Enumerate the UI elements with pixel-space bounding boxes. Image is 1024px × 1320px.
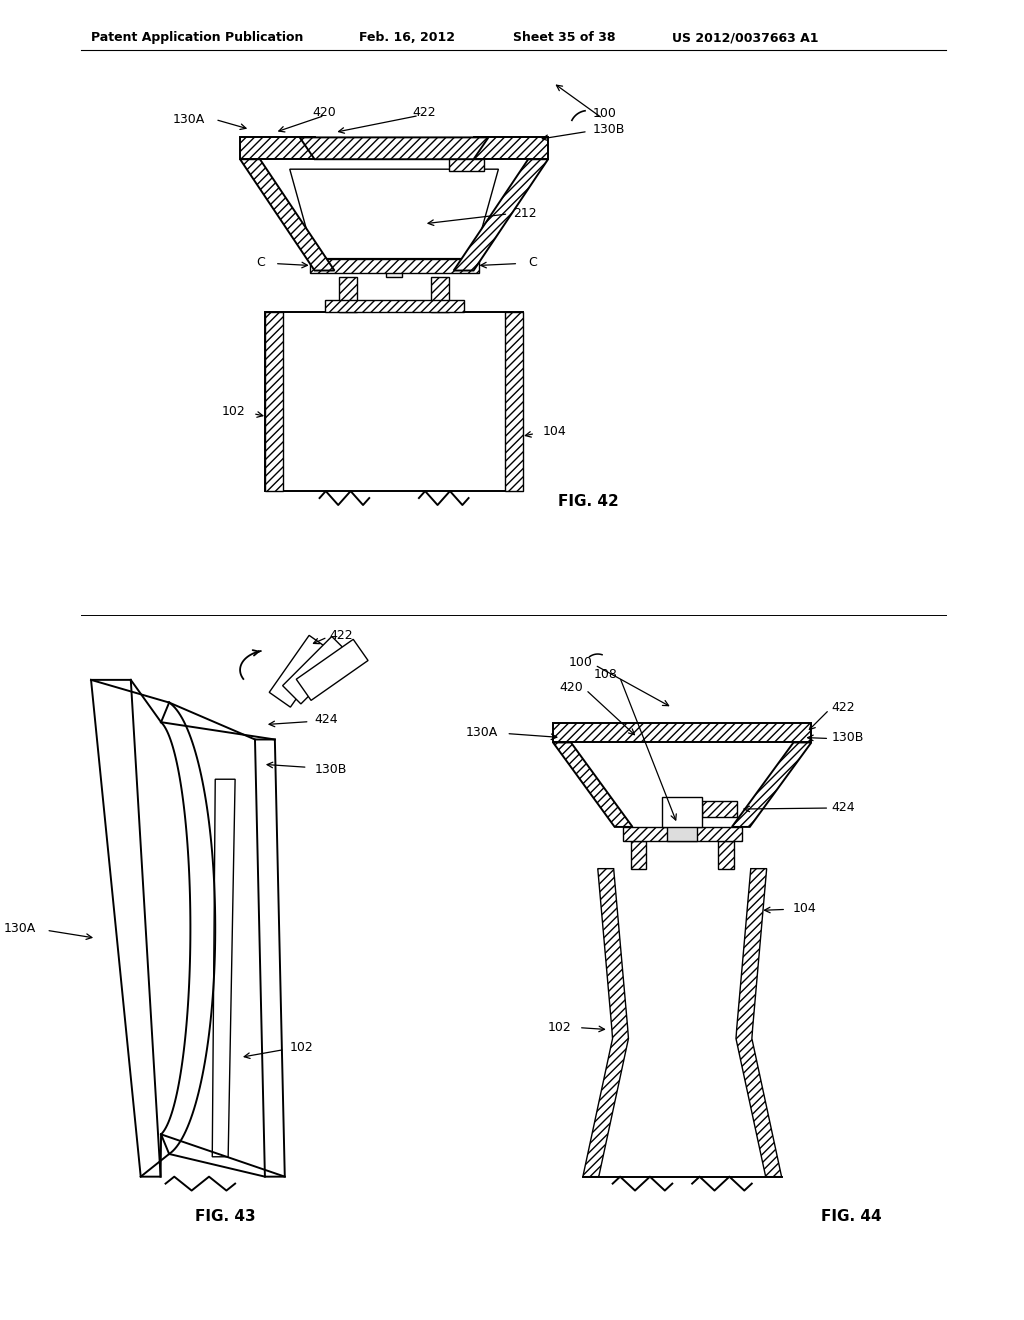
Text: US 2012/0037663 A1: US 2012/0037663 A1 bbox=[673, 32, 819, 44]
Polygon shape bbox=[382, 248, 406, 256]
Text: 130B: 130B bbox=[593, 123, 626, 136]
Polygon shape bbox=[91, 680, 161, 1176]
Polygon shape bbox=[431, 277, 449, 313]
Text: Feb. 16, 2012: Feb. 16, 2012 bbox=[359, 32, 456, 44]
Polygon shape bbox=[290, 169, 499, 259]
Text: Patent Application Publication: Patent Application Publication bbox=[91, 32, 303, 44]
Text: 100: 100 bbox=[593, 107, 616, 120]
Polygon shape bbox=[583, 869, 629, 1176]
Text: 420: 420 bbox=[559, 681, 583, 694]
Polygon shape bbox=[473, 137, 548, 160]
Polygon shape bbox=[212, 779, 236, 1156]
Polygon shape bbox=[449, 160, 483, 172]
Text: 422: 422 bbox=[831, 701, 855, 714]
Polygon shape bbox=[309, 259, 478, 272]
Polygon shape bbox=[240, 137, 314, 160]
Text: 102: 102 bbox=[221, 405, 245, 418]
Polygon shape bbox=[668, 822, 697, 841]
Polygon shape bbox=[283, 636, 350, 704]
Text: C: C bbox=[256, 256, 265, 269]
Text: 212: 212 bbox=[513, 207, 537, 220]
Text: Sheet 35 of 38: Sheet 35 of 38 bbox=[513, 32, 615, 44]
Polygon shape bbox=[240, 160, 335, 271]
Text: FIG. 43: FIG. 43 bbox=[195, 1209, 255, 1224]
Polygon shape bbox=[339, 277, 357, 313]
Text: 108: 108 bbox=[594, 668, 617, 681]
Polygon shape bbox=[718, 841, 734, 869]
Text: 420: 420 bbox=[312, 106, 337, 119]
Polygon shape bbox=[663, 797, 702, 826]
Text: 102: 102 bbox=[290, 1041, 313, 1053]
Text: 130A: 130A bbox=[466, 726, 499, 739]
Polygon shape bbox=[265, 313, 283, 491]
Text: 422: 422 bbox=[330, 628, 353, 642]
Polygon shape bbox=[300, 137, 488, 160]
Polygon shape bbox=[553, 722, 811, 742]
Text: FIG. 44: FIG. 44 bbox=[821, 1209, 882, 1224]
Text: 100: 100 bbox=[569, 656, 593, 669]
Polygon shape bbox=[454, 160, 548, 271]
Polygon shape bbox=[269, 635, 331, 708]
Text: 130A: 130A bbox=[4, 921, 37, 935]
Polygon shape bbox=[631, 841, 646, 869]
Text: 104: 104 bbox=[794, 902, 817, 915]
Polygon shape bbox=[702, 801, 737, 817]
Text: C: C bbox=[528, 256, 537, 269]
Polygon shape bbox=[506, 313, 523, 491]
Polygon shape bbox=[255, 739, 285, 1176]
Text: 130A: 130A bbox=[173, 114, 205, 125]
Polygon shape bbox=[732, 742, 811, 826]
Text: 104: 104 bbox=[543, 425, 567, 438]
Polygon shape bbox=[736, 869, 781, 1176]
Polygon shape bbox=[386, 252, 402, 277]
Text: 130B: 130B bbox=[314, 763, 347, 776]
Polygon shape bbox=[296, 639, 368, 701]
Text: 422: 422 bbox=[412, 106, 435, 119]
Text: 424: 424 bbox=[314, 713, 338, 726]
Polygon shape bbox=[623, 826, 741, 841]
Text: 424: 424 bbox=[831, 800, 855, 813]
Polygon shape bbox=[553, 742, 633, 826]
Polygon shape bbox=[325, 301, 464, 313]
Polygon shape bbox=[265, 313, 523, 491]
Text: FIG. 42: FIG. 42 bbox=[558, 494, 618, 508]
Text: 130B: 130B bbox=[831, 731, 863, 744]
Text: 102: 102 bbox=[547, 1022, 571, 1034]
